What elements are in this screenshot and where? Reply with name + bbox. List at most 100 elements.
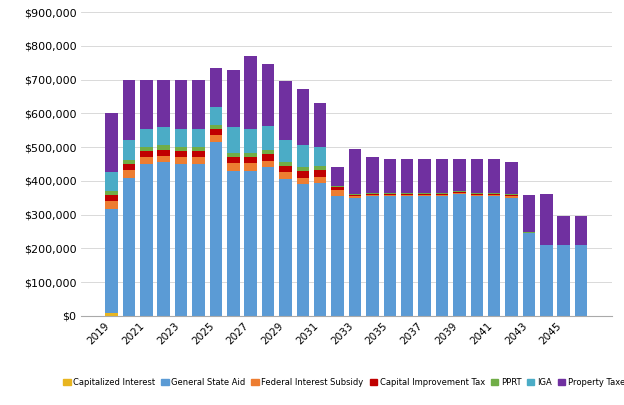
- Bar: [157, 127, 170, 145]
- Bar: [296, 145, 309, 167]
- Bar: [192, 147, 205, 151]
- Bar: [418, 193, 431, 194]
- Bar: [245, 171, 257, 316]
- Bar: [210, 142, 222, 316]
- Bar: [210, 68, 222, 107]
- Bar: [175, 80, 187, 129]
- Bar: [401, 195, 414, 196]
- Bar: [192, 164, 205, 316]
- Bar: [488, 193, 500, 194]
- Bar: [505, 162, 518, 194]
- Bar: [470, 196, 483, 316]
- Bar: [331, 196, 344, 316]
- Bar: [401, 159, 414, 193]
- Bar: [505, 194, 518, 196]
- Bar: [436, 196, 448, 316]
- Bar: [210, 125, 222, 129]
- Bar: [262, 161, 275, 167]
- Bar: [505, 196, 518, 198]
- Bar: [436, 193, 448, 194]
- Bar: [384, 194, 396, 195]
- Bar: [366, 194, 379, 195]
- Bar: [418, 194, 431, 195]
- Bar: [140, 164, 152, 316]
- Bar: [105, 173, 118, 191]
- Bar: [540, 245, 553, 316]
- Bar: [210, 107, 222, 125]
- Bar: [540, 194, 553, 245]
- Bar: [349, 149, 361, 194]
- Bar: [262, 150, 275, 154]
- Bar: [557, 216, 570, 245]
- Bar: [192, 151, 205, 157]
- Bar: [384, 196, 396, 316]
- Bar: [523, 195, 535, 232]
- Bar: [436, 195, 448, 196]
- Bar: [279, 81, 291, 140]
- Bar: [488, 159, 500, 193]
- Bar: [314, 147, 326, 166]
- Bar: [123, 177, 135, 316]
- Bar: [227, 163, 240, 171]
- Bar: [470, 159, 483, 193]
- Bar: [296, 171, 309, 177]
- Bar: [384, 193, 396, 194]
- Bar: [157, 145, 170, 149]
- Bar: [175, 129, 187, 147]
- Bar: [366, 195, 379, 196]
- Bar: [140, 147, 152, 151]
- Bar: [262, 64, 275, 126]
- Bar: [314, 177, 326, 183]
- Bar: [192, 129, 205, 147]
- Bar: [245, 163, 257, 171]
- Bar: [401, 193, 414, 194]
- Bar: [314, 170, 326, 177]
- Bar: [157, 80, 170, 127]
- Bar: [401, 196, 414, 316]
- Bar: [366, 196, 379, 316]
- Bar: [262, 167, 275, 316]
- Bar: [488, 195, 500, 196]
- Bar: [470, 194, 483, 195]
- Bar: [575, 245, 587, 316]
- Bar: [453, 193, 466, 194]
- Bar: [140, 151, 152, 157]
- Bar: [245, 129, 257, 153]
- Bar: [123, 80, 135, 140]
- Bar: [105, 209, 118, 313]
- Bar: [575, 216, 587, 245]
- Bar: [210, 135, 222, 142]
- Bar: [505, 198, 518, 316]
- Bar: [453, 192, 466, 193]
- Bar: [279, 166, 291, 173]
- Bar: [210, 129, 222, 135]
- Bar: [436, 159, 448, 193]
- Bar: [366, 157, 379, 193]
- Bar: [296, 89, 309, 145]
- Bar: [279, 140, 291, 162]
- Bar: [331, 190, 344, 196]
- Bar: [245, 56, 257, 129]
- Bar: [245, 157, 257, 163]
- Bar: [140, 129, 152, 147]
- Bar: [418, 195, 431, 196]
- Bar: [105, 195, 118, 201]
- Bar: [401, 194, 414, 195]
- Bar: [245, 153, 257, 157]
- Bar: [314, 183, 326, 316]
- Bar: [105, 113, 118, 173]
- Bar: [470, 195, 483, 196]
- Bar: [227, 171, 240, 316]
- Bar: [123, 164, 135, 170]
- Bar: [123, 160, 135, 164]
- Bar: [157, 162, 170, 316]
- Bar: [105, 201, 118, 209]
- Bar: [123, 170, 135, 177]
- Bar: [523, 232, 535, 233]
- Bar: [349, 196, 361, 198]
- Bar: [279, 173, 291, 179]
- Bar: [331, 185, 344, 187]
- Bar: [157, 149, 170, 156]
- Bar: [384, 159, 396, 193]
- Bar: [384, 195, 396, 196]
